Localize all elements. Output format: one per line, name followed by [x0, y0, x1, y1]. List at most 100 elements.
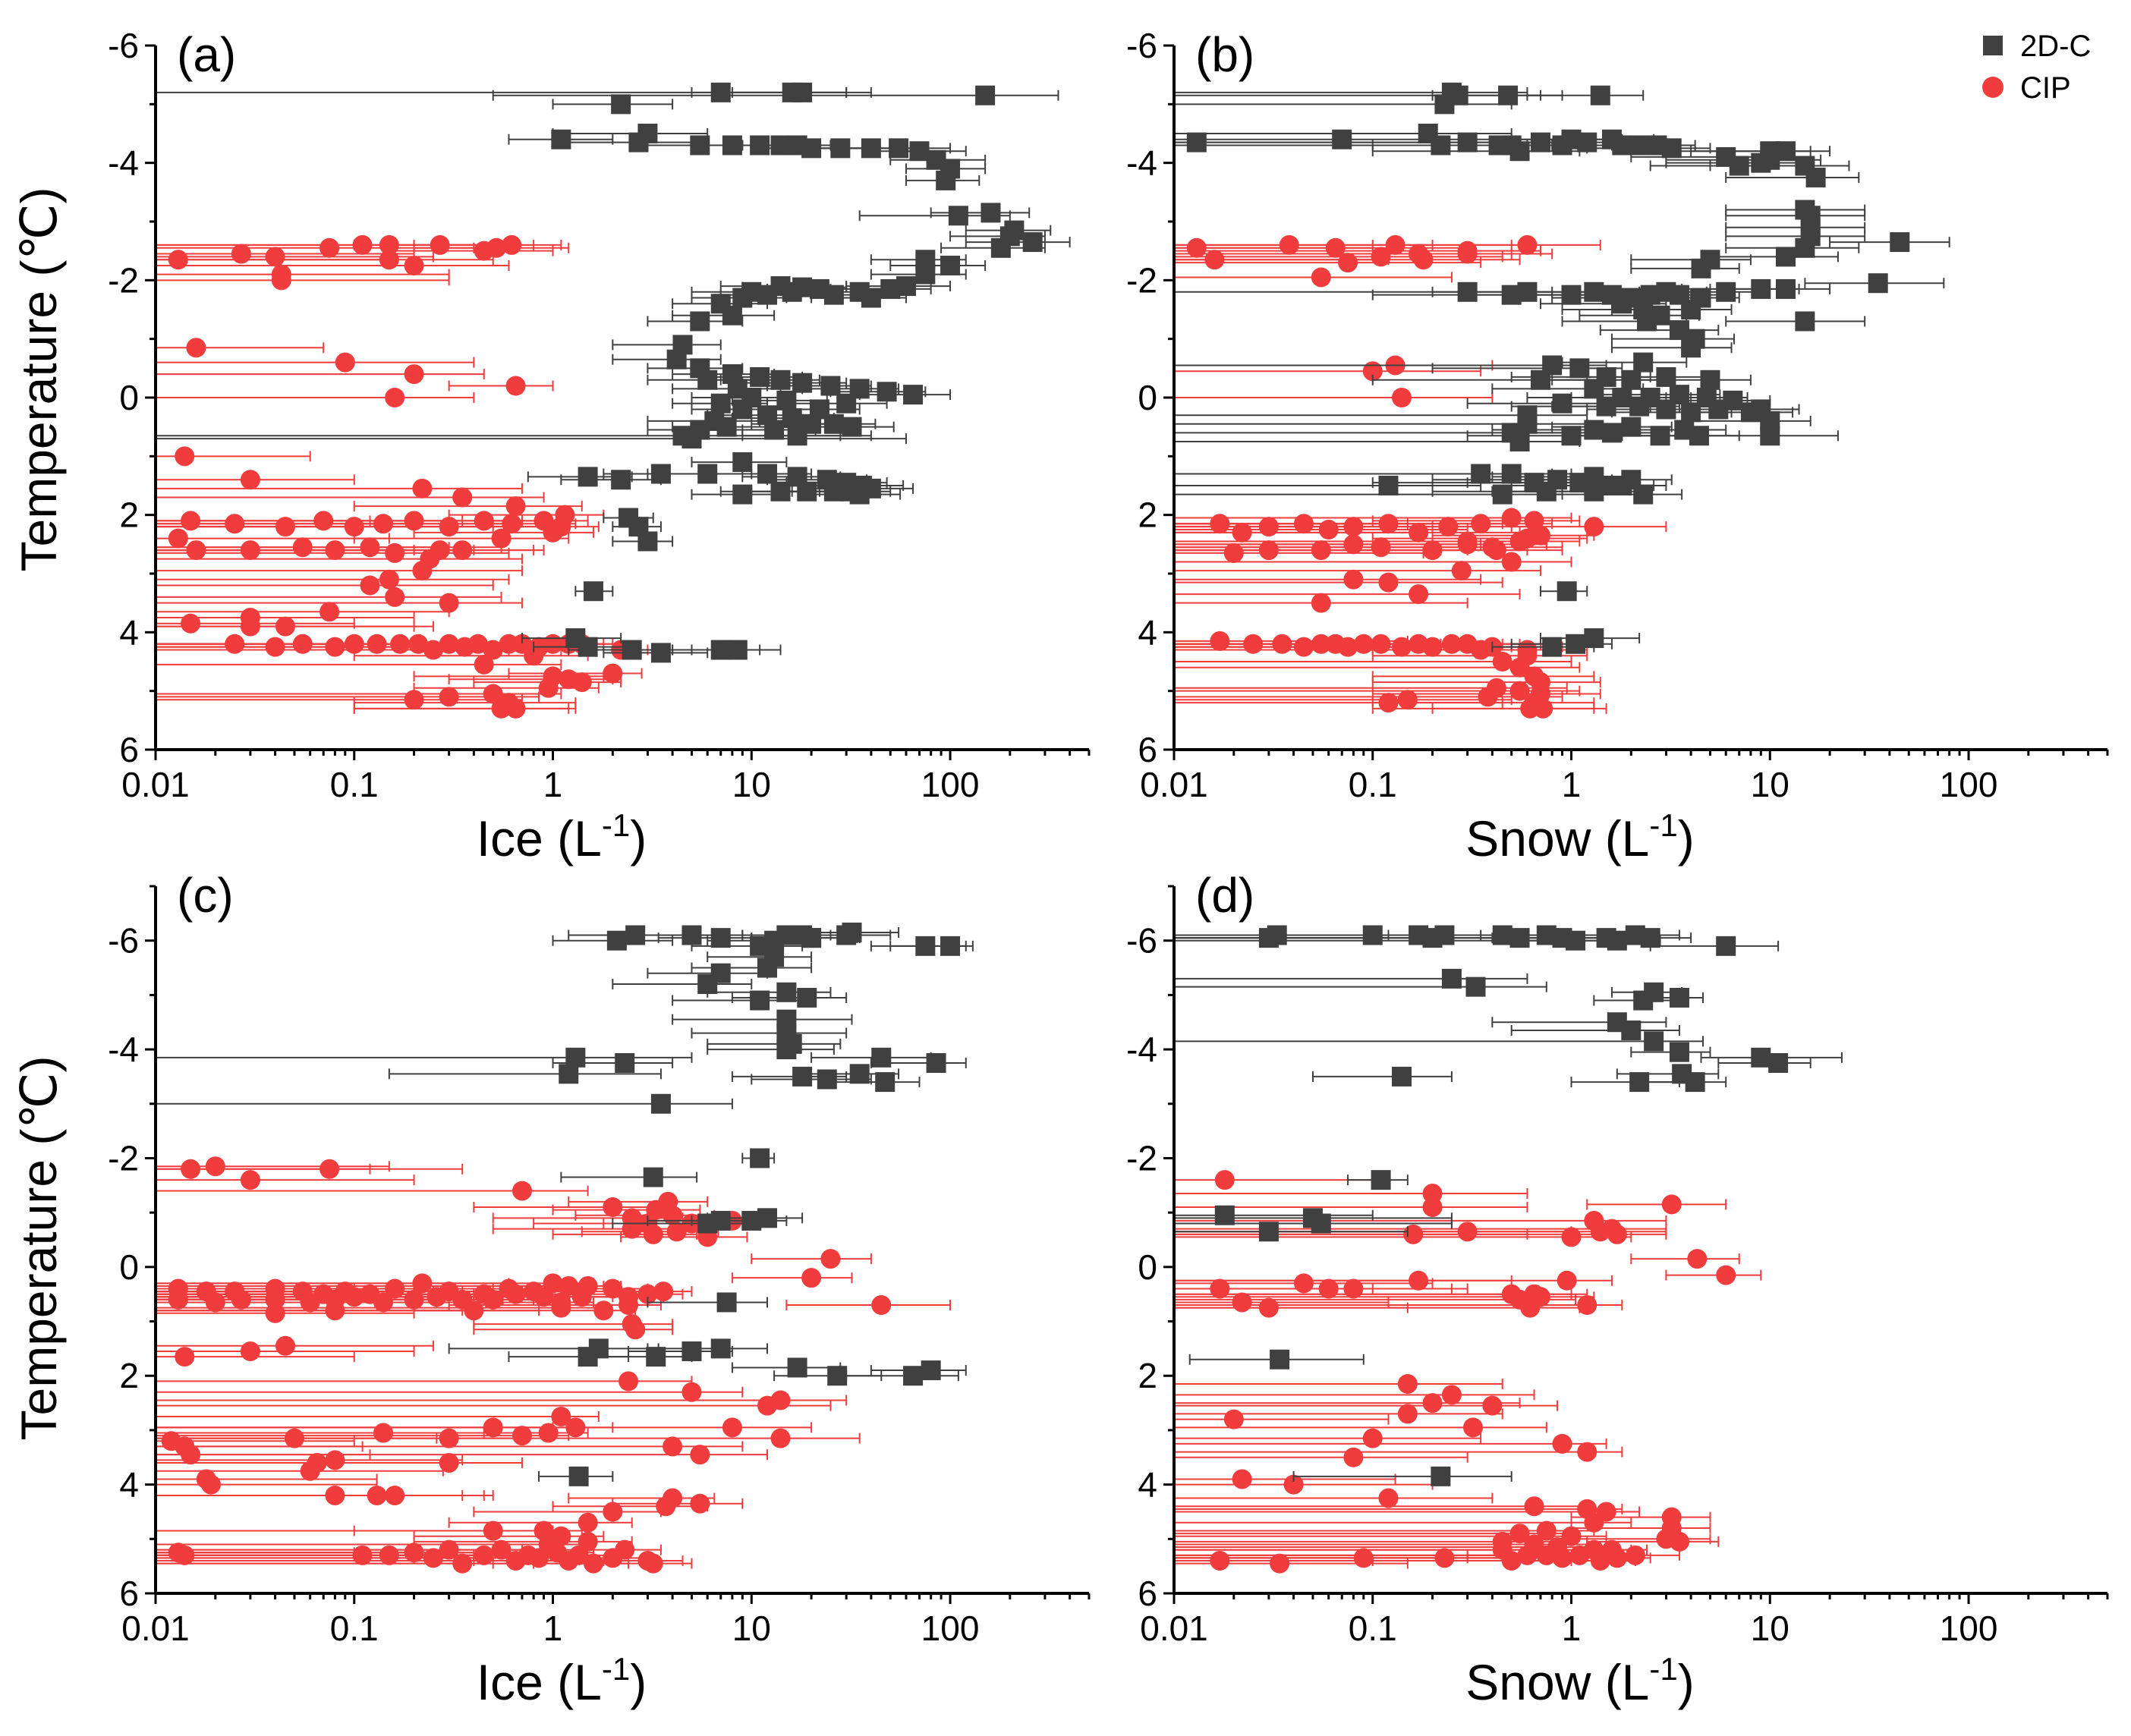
- x-tick-label: 0.01: [1140, 765, 1208, 804]
- data-point-cip: [643, 1224, 663, 1244]
- data-point-2dc: [792, 277, 813, 297]
- chart-panel: -6 -4 -2 0 2 4 60.01 0.1 1 10 100 Snow (L-1) (b): [1126, 26, 2109, 866]
- data-point-cip: [619, 1371, 639, 1392]
- data-point-2dc: [619, 508, 639, 528]
- data-point-cip: [412, 561, 433, 581]
- data-point-2dc: [1633, 484, 1654, 505]
- x-axis-title: Ice (L-1): [477, 807, 647, 866]
- data-point-cip: [385, 542, 405, 563]
- data-point-cip: [1397, 690, 1418, 710]
- data-point-2dc: [697, 1213, 718, 1234]
- data-point-2dc: [801, 928, 822, 948]
- data-point-cip: [1482, 1395, 1503, 1416]
- x-tick-label: 10: [1751, 765, 1789, 804]
- y-axis-title-top: Temperature (℃): [11, 187, 67, 572]
- data-point-2dc: [1530, 370, 1550, 390]
- data-point-cip: [1661, 1194, 1682, 1215]
- data-point-cip: [1293, 1273, 1314, 1294]
- data-point-cip: [439, 687, 459, 707]
- x-axis-title-main: Ice (L: [477, 810, 602, 866]
- data-point-cip: [555, 505, 575, 525]
- panel-label: (d): [1195, 868, 1254, 923]
- x-tick-label: 1: [543, 765, 563, 804]
- data-point-cip: [603, 663, 623, 684]
- data-point-2dc: [909, 141, 930, 162]
- data-point-cip: [430, 234, 450, 255]
- y-tick-label: 2: [119, 1356, 139, 1395]
- data-point-2dc: [606, 930, 627, 951]
- data-point-cip: [1397, 1404, 1418, 1424]
- data-point-cip: [1378, 693, 1399, 713]
- data-point-2dc: [1566, 634, 1586, 654]
- data-point-cip: [505, 376, 526, 396]
- data-point-cip: [1422, 1393, 1443, 1414]
- data-point-cip: [483, 684, 503, 704]
- data-point-cip: [578, 1531, 598, 1552]
- data-point-cip: [175, 1347, 195, 1367]
- data-point-cip: [175, 446, 195, 467]
- data-point-cip: [439, 1428, 459, 1448]
- data-point-cip: [186, 338, 206, 358]
- data-point-2dc: [787, 1357, 807, 1378]
- data-point-cip: [1362, 361, 1383, 382]
- data-point-2dc: [889, 138, 909, 159]
- data-point-2dc: [1716, 936, 1736, 956]
- data-point-2dc: [880, 278, 901, 299]
- data-point-cip: [1362, 1428, 1383, 1448]
- data-point-cip: [385, 1485, 405, 1505]
- data-point-2dc: [1621, 417, 1642, 437]
- y-tick-label: 2: [1138, 1356, 1157, 1395]
- data-point-2dc: [1691, 258, 1711, 278]
- data-point-2dc: [1584, 481, 1604, 502]
- data-point-cip: [1471, 514, 1491, 534]
- chart-panel: -6 -4 -2 0 2 4 60.01 0.1 1 10 100 Ice (L-1) (a): [108, 26, 1091, 866]
- data-point-2dc: [1868, 273, 1888, 294]
- data-point-cip: [240, 1170, 260, 1190]
- data-point-cip: [505, 698, 526, 719]
- data-point-2dc: [990, 237, 1011, 258]
- data-point-cip: [1557, 1270, 1577, 1291]
- data-point-cip: [1441, 1385, 1462, 1405]
- data-point-cip: [404, 364, 424, 385]
- data-point-cip: [181, 613, 201, 634]
- x-tick-label: 1: [1562, 1609, 1582, 1648]
- data-point-2dc: [1552, 393, 1572, 414]
- data-point-2dc: [1612, 294, 1632, 314]
- data-point-cip: [690, 1493, 710, 1514]
- data-point-2dc: [611, 470, 631, 490]
- data-point-2dc: [1776, 247, 1796, 267]
- data-point-2dc: [823, 285, 844, 305]
- data-point-cip: [637, 1284, 658, 1304]
- data-point-cip: [385, 388, 405, 407]
- data-point-2dc: [741, 281, 762, 302]
- legend-marker-2dc: [1983, 36, 2003, 55]
- data-point-cip: [1517, 234, 1538, 255]
- data-point-2dc: [975, 85, 996, 105]
- data-point-2dc: [757, 1208, 778, 1228]
- data-point-cip: [578, 1512, 598, 1533]
- data-point-cip: [452, 487, 473, 508]
- data-point-cip: [722, 1417, 742, 1438]
- data-point-cip: [240, 1341, 260, 1361]
- data-point-2dc: [1681, 338, 1701, 358]
- data-point-cip: [1584, 517, 1604, 537]
- x-axis-title-sup: -1: [1649, 1651, 1677, 1687]
- y-tick-label: 0: [119, 378, 139, 417]
- data-point-2dc: [836, 393, 857, 414]
- data-point-cip: [1569, 1545, 1590, 1565]
- y-tick-label: 4: [1138, 1465, 1157, 1505]
- data-point-cip: [1716, 1265, 1736, 1285]
- y-tick-label: -6: [108, 26, 139, 65]
- data-point-cip: [1378, 572, 1399, 593]
- data-point-cip: [1392, 388, 1412, 407]
- data-point-cip: [474, 241, 494, 261]
- data-point-2dc: [1214, 1205, 1235, 1225]
- x-tick-label: 10: [1751, 1609, 1789, 1648]
- data-point-2dc: [1621, 1020, 1642, 1040]
- data-point-cip: [474, 654, 494, 675]
- data-point-cip: [325, 1450, 345, 1470]
- data-point-cip: [565, 1417, 586, 1438]
- data-point-cip: [452, 540, 473, 561]
- data-point-cip: [1492, 1539, 1512, 1560]
- x-tick-label: 0.1: [330, 765, 379, 804]
